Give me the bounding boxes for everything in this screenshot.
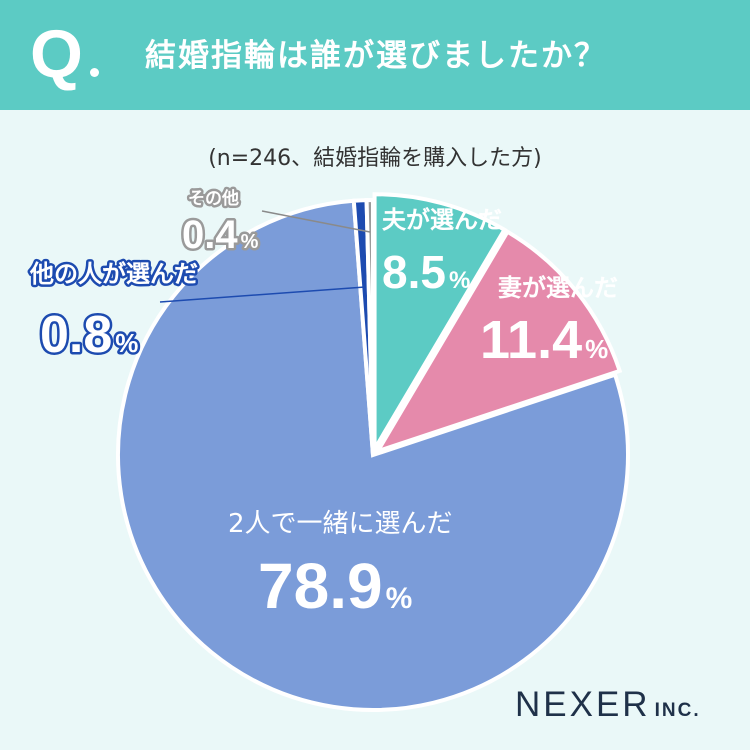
brand-logo: NEXER INC. — [515, 685, 701, 725]
slice-together — [116, 198, 630, 712]
slice-label-together: 2人で一緒に選んだ — [228, 509, 453, 539]
slice-value-together: 78.9% — [258, 550, 412, 622]
sample-note: (n=246、結婚指輪を購入した方) — [208, 146, 542, 171]
slice-value-husband: 8.5% — [382, 246, 470, 298]
slice-label-husband: 夫が選んだ — [382, 206, 502, 234]
slice-labels: 夫が選んだ 8.5% 妻が選んだ 11.4 % 2人で一緒に選んだ 78.9 % 他の人が選んだ… — [27, 186, 619, 623]
brand-suffix: INC. — [654, 700, 701, 721]
slice-value-other: 0.4% — [182, 213, 259, 257]
question-mark-dot — [90, 68, 99, 77]
slice-wife — [373, 229, 623, 455]
question-mark-q: Q — [30, 16, 83, 92]
brand-name: NEXER — [515, 685, 651, 724]
pie-slices — [116, 192, 630, 712]
slice-other — [364, 197, 375, 456]
slice-label-other-person: 他の人が選んだ — [29, 260, 198, 288]
slice-husband — [372, 192, 508, 457]
slice-value-wife: 11.4% — [480, 310, 608, 370]
leader-lines — [159, 210, 371, 303]
question-title: 結婚指輪は誰が選びましたか？ — [145, 38, 607, 74]
slice-label-other: その他 — [188, 188, 239, 209]
leader-line-other-person — [159, 286, 366, 303]
slice-label-wife: 妻が選んだ — [498, 274, 618, 302]
leader-line-other — [261, 210, 371, 233]
header-banner: Q 結婚指輪は誰が選びましたか？ — [0, 0, 750, 110]
slice-value-other-person: 0.8% — [40, 306, 138, 364]
